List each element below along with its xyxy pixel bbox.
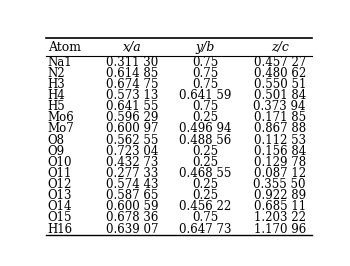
Text: z/c: z/c (271, 41, 289, 54)
Text: O12: O12 (48, 178, 72, 191)
Text: N2: N2 (48, 67, 65, 80)
Text: 0.647 73: 0.647 73 (179, 223, 231, 236)
Text: O8: O8 (48, 134, 65, 147)
Text: 0.641 59: 0.641 59 (179, 89, 231, 102)
Text: 0.25: 0.25 (192, 156, 218, 169)
Text: 0.574 43: 0.574 43 (106, 178, 158, 191)
Text: 0.75: 0.75 (192, 78, 218, 91)
Text: 0.614 85: 0.614 85 (106, 67, 158, 80)
Text: 0.75: 0.75 (192, 100, 218, 113)
Text: 1.170 96: 1.170 96 (254, 223, 306, 236)
Text: x/a: x/a (122, 41, 141, 54)
Text: 0.639 07: 0.639 07 (106, 223, 158, 236)
Text: 0.641 55: 0.641 55 (106, 100, 158, 113)
Text: H3: H3 (48, 78, 65, 91)
Text: 0.355 50: 0.355 50 (253, 178, 306, 191)
Text: 0.867 88: 0.867 88 (254, 122, 306, 135)
Text: 0.468 55: 0.468 55 (179, 167, 231, 180)
Text: 0.587 65: 0.587 65 (106, 189, 158, 202)
Text: H4: H4 (48, 89, 65, 102)
Text: 0.550 51: 0.550 51 (253, 78, 306, 91)
Text: 0.685 11: 0.685 11 (254, 200, 306, 213)
Text: 0.723 04: 0.723 04 (106, 145, 158, 158)
Text: Atom: Atom (48, 41, 81, 54)
Text: 0.501 84: 0.501 84 (254, 89, 306, 102)
Text: 0.171 85: 0.171 85 (254, 111, 306, 124)
Text: 0.75: 0.75 (192, 67, 218, 80)
Text: O14: O14 (48, 200, 72, 213)
Text: Mo7: Mo7 (48, 122, 75, 135)
Text: 0.311 30: 0.311 30 (106, 56, 158, 69)
Text: 0.674 75: 0.674 75 (106, 78, 158, 91)
Text: 0.087 12: 0.087 12 (254, 167, 306, 180)
Text: O9: O9 (48, 145, 65, 158)
Text: O13: O13 (48, 189, 72, 202)
Text: 0.922 89: 0.922 89 (254, 189, 306, 202)
Text: 0.600 97: 0.600 97 (106, 122, 158, 135)
Text: 0.678 36: 0.678 36 (106, 211, 158, 225)
Text: 0.25: 0.25 (192, 145, 218, 158)
Text: 0.480 62: 0.480 62 (254, 67, 306, 80)
Text: O10: O10 (48, 156, 72, 169)
Text: 0.573 13: 0.573 13 (106, 89, 158, 102)
Text: 0.496 94: 0.496 94 (179, 122, 231, 135)
Text: 0.373 94: 0.373 94 (253, 100, 306, 113)
Text: Mo6: Mo6 (48, 111, 75, 124)
Text: 0.488 56: 0.488 56 (179, 134, 231, 147)
Text: 1.203 22: 1.203 22 (254, 211, 306, 225)
Text: 0.432 73: 0.432 73 (106, 156, 158, 169)
Text: 0.457 27: 0.457 27 (253, 56, 306, 69)
Text: 0.596 29: 0.596 29 (106, 111, 158, 124)
Text: 0.456 22: 0.456 22 (179, 200, 231, 213)
Text: 0.600 59: 0.600 59 (106, 200, 158, 213)
Text: y/b: y/b (195, 41, 215, 54)
Text: 0.25: 0.25 (192, 178, 218, 191)
Text: 0.75: 0.75 (192, 211, 218, 225)
Text: 0.25: 0.25 (192, 111, 218, 124)
Text: H16: H16 (48, 223, 73, 236)
Text: 0.25: 0.25 (192, 189, 218, 202)
Text: 0.129 78: 0.129 78 (254, 156, 306, 169)
Text: O11: O11 (48, 167, 72, 180)
Text: 0.156 84: 0.156 84 (254, 145, 306, 158)
Text: 0.112 53: 0.112 53 (254, 134, 306, 147)
Text: H5: H5 (48, 100, 65, 113)
Text: O15: O15 (48, 211, 72, 225)
Text: Na1: Na1 (48, 56, 72, 69)
Text: 0.562 55: 0.562 55 (106, 134, 158, 147)
Text: 0.75: 0.75 (192, 56, 218, 69)
Text: 0.277 33: 0.277 33 (106, 167, 158, 180)
